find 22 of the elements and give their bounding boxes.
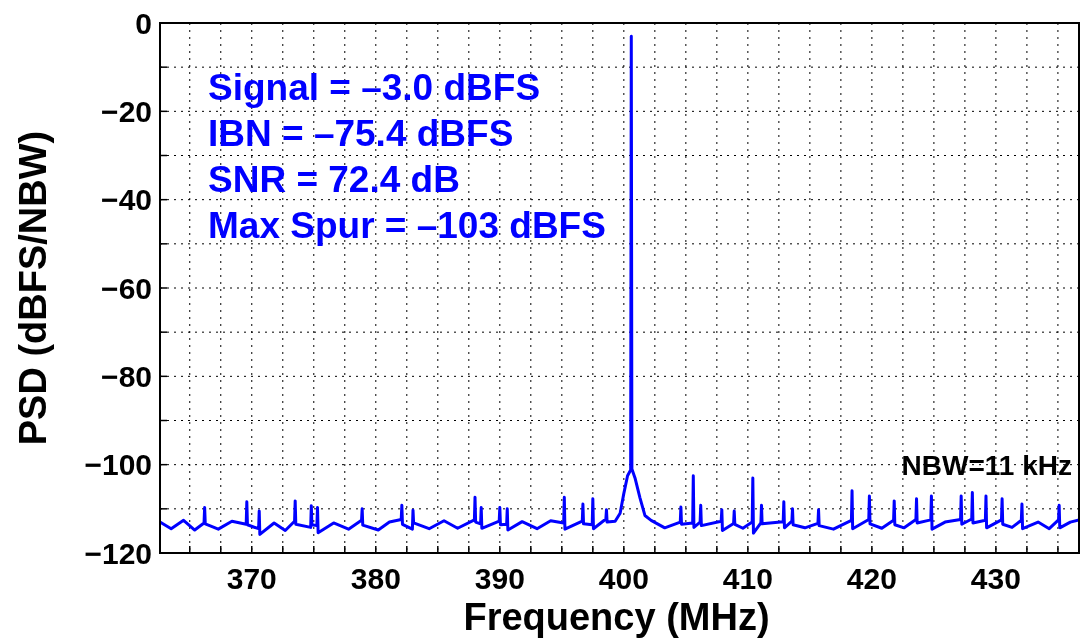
x-tick-label: 430 bbox=[970, 562, 1021, 595]
y-tick-label: −80 bbox=[101, 360, 152, 394]
x-tick-label: 370 bbox=[226, 562, 277, 595]
annotation: IBN = –75.4 dBFS bbox=[208, 113, 514, 154]
annotation: SNR = 72.4 dB bbox=[208, 159, 460, 200]
x-tick-label: 400 bbox=[598, 562, 649, 595]
y-tick-label: −100 bbox=[84, 448, 152, 482]
x-tick-label: 420 bbox=[846, 562, 897, 595]
y-tick-label: −120 bbox=[84, 536, 152, 570]
y-tick-label: 0 bbox=[135, 6, 152, 40]
annotation: Signal = –3.0 dBFS bbox=[208, 67, 541, 108]
y-axis-title: PSD (dBFS/NBW) bbox=[12, 130, 54, 446]
x-axis-title: Frequency (MHz) bbox=[463, 596, 770, 638]
x-tick-label: 380 bbox=[350, 562, 401, 595]
line-series bbox=[160, 34, 1079, 536]
y-tick-label: −60 bbox=[101, 271, 152, 305]
y-tick-label: −40 bbox=[101, 183, 152, 217]
x-tick-label: 390 bbox=[474, 562, 525, 595]
y-tick-label: −20 bbox=[101, 95, 152, 129]
annotation: NBW=11 kHz bbox=[901, 450, 1072, 481]
annotation: Max Spur = –103 dBFS bbox=[208, 205, 606, 246]
x-tick-label: 410 bbox=[722, 562, 773, 595]
